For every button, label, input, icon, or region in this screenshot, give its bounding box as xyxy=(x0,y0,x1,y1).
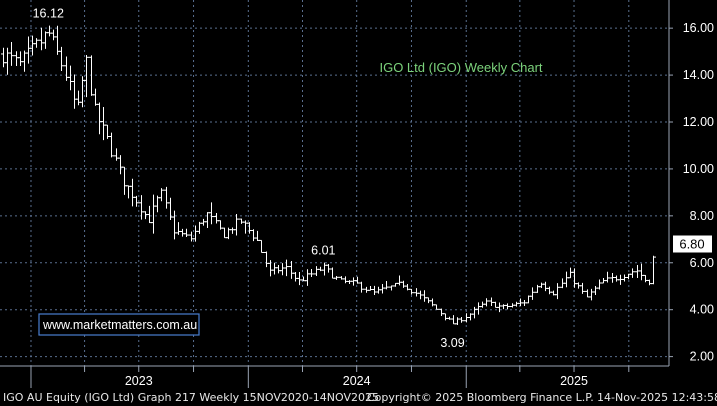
y-tick-label: 4.00 xyxy=(690,303,714,317)
ohlc-bar xyxy=(34,38,39,48)
last-price-label: 6.80 xyxy=(673,235,712,253)
ohlc-bar xyxy=(580,282,585,294)
ohlc-bar xyxy=(630,268,635,278)
timestamp: 14-Nov-2025 12:43:58 xyxy=(597,391,717,404)
security-description: IGO AU Equity (IGO Ltd) Graph 217 Weekly… xyxy=(3,391,380,404)
ohlc-bar xyxy=(484,298,489,307)
ohlc-bar xyxy=(84,55,89,98)
ohlc-bar xyxy=(159,188,164,202)
ohlc-bar xyxy=(309,269,314,278)
ohlc-bar xyxy=(284,259,289,277)
annotation-label: 6.01 xyxy=(311,244,335,258)
ohlc-bar xyxy=(651,255,656,285)
ohlc-bar xyxy=(134,195,139,207)
x-tick-label: 2025 xyxy=(560,374,588,388)
ohlc-bar xyxy=(59,46,64,72)
watermark[interactable]: www.marketmatters.com.au xyxy=(38,313,200,336)
grid xyxy=(0,0,669,366)
annotation-label: 16.12 xyxy=(33,6,64,20)
ohlc-bar xyxy=(209,202,214,225)
y-tick-label: 14.00 xyxy=(683,68,714,82)
watermark-link[interactable]: www.marketmatters.com.au xyxy=(42,318,197,332)
ohlc-bar xyxy=(334,275,339,280)
ohlc-bar xyxy=(555,283,560,300)
ohlc-bar xyxy=(434,304,439,310)
ohlc-bar xyxy=(605,271,610,283)
price-bars xyxy=(1,25,656,325)
last-price-value: 6.80 xyxy=(679,237,704,252)
annotation-label: 3.09 xyxy=(440,336,464,350)
copyright-text: Copyright© 2025 Bloomberg Finance L.P. xyxy=(367,391,594,404)
ohlc-bar xyxy=(530,287,535,300)
ohlc-bar xyxy=(109,132,114,158)
y-tick-label: 10.00 xyxy=(683,162,714,176)
ohlc-bar xyxy=(9,42,14,66)
footer-bar: IGO AU Equity (IGO Ltd) Graph 217 Weekly… xyxy=(0,389,717,406)
ohlc-bar xyxy=(505,303,510,310)
y-tick-label: 8.00 xyxy=(690,209,714,223)
ohlc-bar xyxy=(384,281,389,290)
y-tick-label: 12.00 xyxy=(683,115,714,129)
x-axis-ticks: 2023 2024 2025 xyxy=(30,366,630,388)
chart-title: IGO Ltd (IGO) Weekly Chart xyxy=(379,60,542,75)
ohlc-bar xyxy=(234,214,239,236)
ohlc-bar xyxy=(459,317,464,323)
annotations: 16.12 6.01 3.09 xyxy=(33,6,465,350)
x-tick-label: 2023 xyxy=(125,374,153,388)
y-tick-label: 6.00 xyxy=(690,256,714,270)
x-tick-label: 2024 xyxy=(343,374,371,388)
ohlc-bar xyxy=(359,281,364,293)
ohlc-bar xyxy=(409,288,414,295)
ohlc-bar xyxy=(184,228,189,237)
ohlc-bar xyxy=(259,239,264,253)
y-tick-label: 16.00 xyxy=(683,21,714,35)
y-axis-ticks: 2.00 4.00 6.00 8.00 10.00 12.00 14.00 16.00 xyxy=(669,21,714,364)
y-tick-label: 2.00 xyxy=(690,350,714,364)
